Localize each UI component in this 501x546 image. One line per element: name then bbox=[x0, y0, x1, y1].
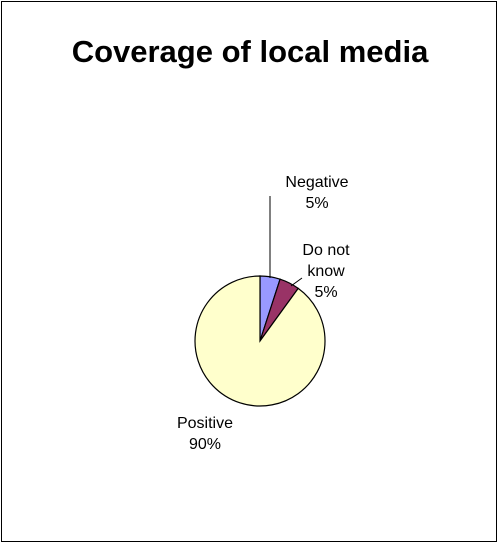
pie-slice-positive bbox=[194, 275, 326, 407]
slice-label-negative-name: Negative bbox=[285, 174, 349, 191]
slice-label-do-not-know-name: Do not know bbox=[302, 242, 350, 280]
leader-lines bbox=[269, 196, 303, 287]
slice-label-positive-name: Positive bbox=[176, 415, 234, 432]
leader-line-do-not-know bbox=[290, 277, 303, 287]
chart-title: Coverage of local media bbox=[71, 34, 429, 69]
slice-label-do-not-know-value: 5% bbox=[314, 284, 338, 301]
slice-label-negative-value: 5% bbox=[305, 195, 329, 212]
pie-slices bbox=[194, 275, 326, 407]
slice-label-negative: Negative 5% bbox=[262, 172, 372, 214]
slice-label-positive-value: 90% bbox=[188, 436, 222, 453]
slice-label-positive: Positive 90% bbox=[150, 413, 260, 455]
slice-label-do-not-know: Do not know 5% bbox=[296, 240, 356, 303]
